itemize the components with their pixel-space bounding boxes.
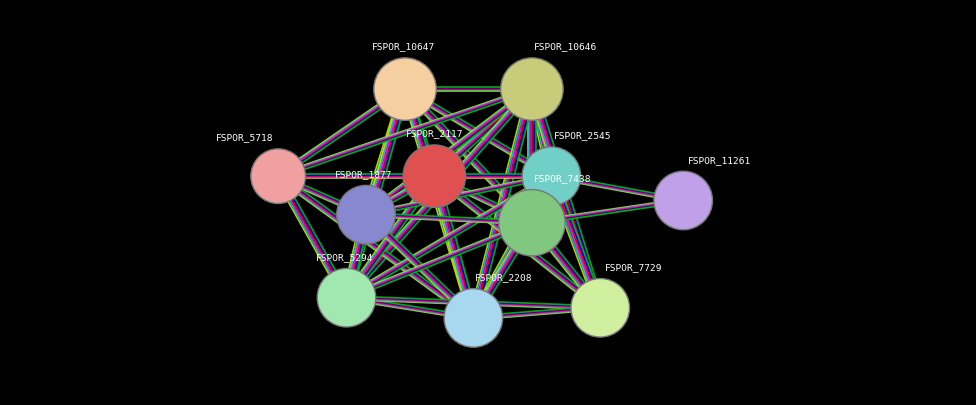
Ellipse shape: [522, 147, 581, 205]
Ellipse shape: [571, 279, 630, 337]
Ellipse shape: [499, 190, 565, 256]
Ellipse shape: [501, 58, 563, 120]
Text: FSPOR_2208: FSPOR_2208: [475, 273, 533, 282]
Text: FSPOR_2545: FSPOR_2545: [553, 131, 611, 141]
Ellipse shape: [251, 149, 305, 203]
Ellipse shape: [654, 171, 712, 230]
Text: FSPOR_10646: FSPOR_10646: [534, 43, 597, 51]
Ellipse shape: [374, 58, 436, 120]
Text: FSPOR_2117: FSPOR_2117: [406, 130, 463, 139]
Text: FSPOR_7438: FSPOR_7438: [534, 174, 591, 183]
Text: FSPOR_5294: FSPOR_5294: [316, 253, 373, 262]
Ellipse shape: [337, 185, 395, 244]
Text: FSPOR_5718: FSPOR_5718: [216, 133, 273, 143]
Text: FSPOR_11261: FSPOR_11261: [688, 156, 752, 165]
Ellipse shape: [444, 289, 503, 347]
Ellipse shape: [403, 145, 466, 207]
Ellipse shape: [317, 269, 376, 327]
Text: FSPOR_10647: FSPOR_10647: [372, 43, 434, 51]
Text: FSPOR_1877: FSPOR_1877: [336, 170, 392, 179]
Text: FSPOR_7729: FSPOR_7729: [605, 263, 663, 272]
